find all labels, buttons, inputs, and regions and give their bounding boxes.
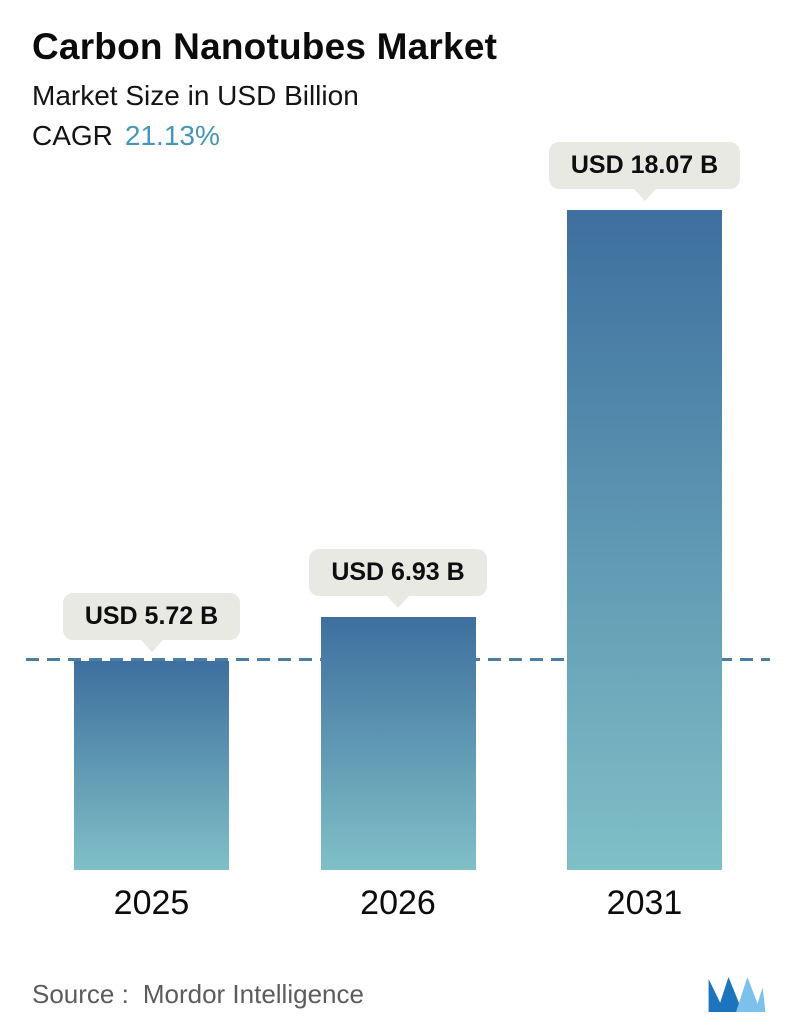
mordor-intelligence-logo bbox=[708, 976, 766, 1012]
cagr-label: CAGR bbox=[32, 120, 113, 151]
callout-arrow-icon bbox=[632, 188, 657, 201]
x-axis: 2025 2026 2031 bbox=[34, 884, 762, 923]
bar-2026 bbox=[320, 617, 476, 870]
value-label-2025: USD 5.72 B bbox=[62, 593, 241, 640]
cagr-value: 21.13% bbox=[124, 120, 220, 151]
value-label-2026: USD 6.93 B bbox=[309, 549, 487, 596]
value-callout-2026: USD 6.93 B bbox=[309, 549, 487, 608]
source-value: Mordor Intelligence bbox=[142, 978, 364, 1009]
bar-column-2031: USD 18.07 B bbox=[548, 142, 741, 870]
x-axis-label-2026: 2026 bbox=[360, 884, 436, 922]
bar-column-2026: USD 6.93 B bbox=[309, 549, 487, 870]
callout-arrow-icon bbox=[139, 639, 164, 652]
chart-title: Carbon Nanotubes Market bbox=[32, 26, 498, 67]
chart-footer: Source : Mordor Intelligence bbox=[32, 976, 766, 1012]
x-axis-label-2025: 2025 bbox=[113, 884, 190, 922]
bar-2025 bbox=[74, 661, 229, 870]
callout-arrow-icon bbox=[386, 595, 410, 608]
chart-subtitle: Market Size in USD Billion bbox=[32, 80, 359, 111]
value-callout-2031: USD 18.07 B bbox=[548, 142, 741, 201]
x-axis-label-2031: 2031 bbox=[606, 884, 683, 922]
cagr-row: CAGR 21.13% bbox=[32, 120, 764, 152]
bar-column-2025: USD 5.72 B bbox=[62, 593, 241, 870]
chart-header: Carbon Nanotubes Market Market Size in U… bbox=[0, 0, 796, 152]
bar-2031 bbox=[567, 210, 722, 870]
source-label: Source : bbox=[32, 978, 129, 1009]
value-callout-2025: USD 5.72 B bbox=[62, 593, 241, 652]
value-label-2031: USD 18.07 B bbox=[548, 142, 741, 189]
source-attribution: Source : Mordor Intelligence bbox=[32, 979, 364, 1010]
plot-area: USD 5.72 B USD 6.93 B USD 18.07 B bbox=[26, 142, 770, 870]
bars-container: USD 5.72 B USD 6.93 B USD 18.07 B bbox=[34, 142, 762, 870]
